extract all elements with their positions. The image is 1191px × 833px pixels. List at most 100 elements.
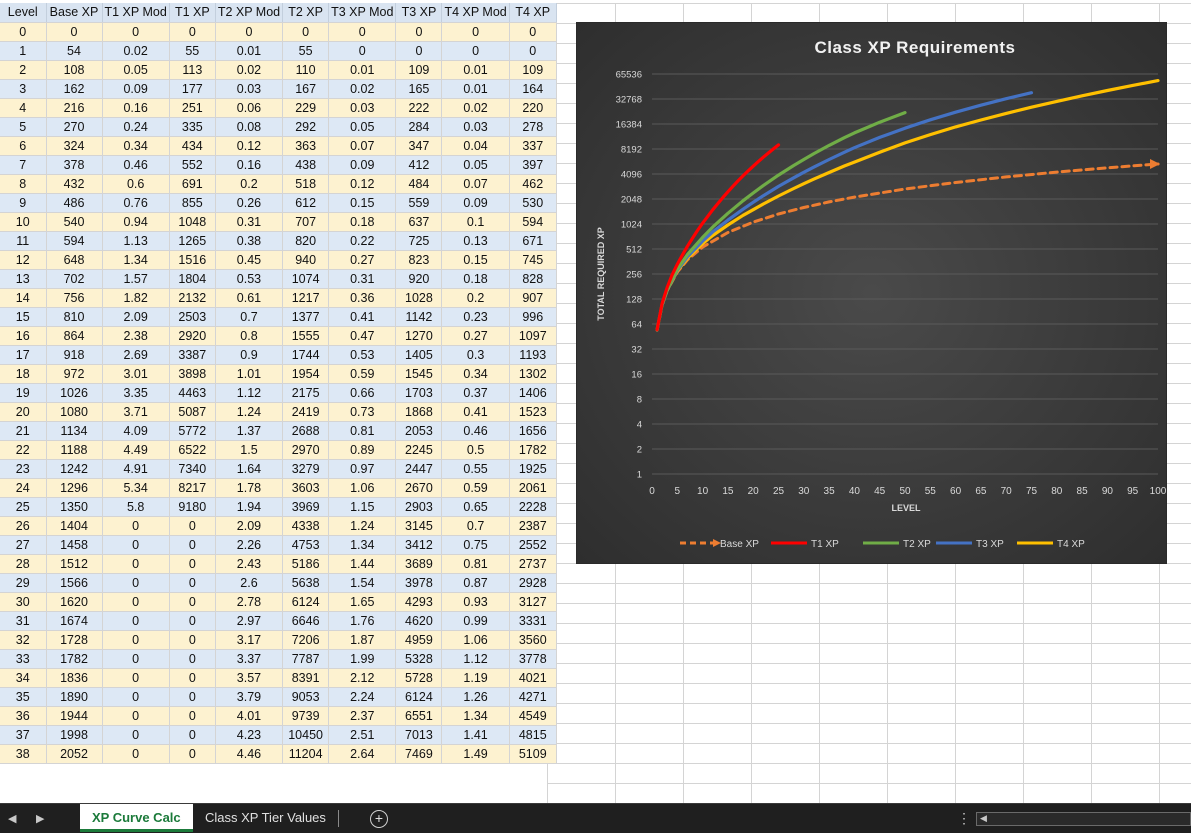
table-cell[interactable]: 855 [169,193,216,213]
table-cell[interactable]: 109 [395,60,443,80]
table-cell[interactable]: 412 [395,155,443,175]
table-cell[interactable]: 432 [46,174,103,194]
table-cell[interactable]: 55 [282,41,330,61]
table-cell[interactable]: 671 [509,231,557,251]
column-header[interactable]: T4 XP Mod [441,3,510,23]
table-cell[interactable]: 0.93 [441,592,510,612]
tab-class-xp-tier-values[interactable]: Class XP Tier Values [205,810,326,825]
table-cell[interactable]: 0.16 [102,98,170,118]
table-cell[interactable]: 0 [169,706,216,726]
table-cell[interactable]: 0.01 [328,60,397,80]
column-header[interactable]: T3 XP Mod [328,3,397,23]
table-cell[interactable]: 1.12 [215,383,284,403]
table-cell[interactable]: 434 [169,136,216,156]
table-cell[interactable]: 2228 [509,497,557,517]
table-cell[interactable]: 0.59 [328,364,397,384]
table-cell[interactable]: 0.1 [441,212,510,232]
table-cell[interactable]: 7206 [282,630,330,650]
column-header[interactable]: Level [0,3,47,23]
table-cell[interactable]: 2052 [46,744,103,764]
table-cell[interactable]: 0 [102,22,170,42]
table-cell[interactable]: 0.05 [441,155,510,175]
table-cell[interactable]: 165 [395,79,443,99]
table-cell[interactable]: 484 [395,174,443,194]
table-cell[interactable]: 177 [169,79,216,99]
table-cell[interactable]: 0 [0,22,47,42]
table-cell[interactable]: 1656 [509,421,557,441]
table-cell[interactable]: 1080 [46,402,103,422]
table-cell[interactable]: 1.65 [328,592,397,612]
table-cell[interactable]: 0 [102,744,170,764]
table-cell[interactable]: 0.09 [102,79,170,99]
table-cell[interactable]: 270 [46,117,103,137]
table-cell[interactable]: 0.06 [215,98,284,118]
table-cell[interactable]: 1.78 [215,478,284,498]
table-cell[interactable]: 594 [46,231,103,251]
table-cell[interactable]: 637 [395,212,443,232]
table-cell[interactable]: 0 [169,573,216,593]
table-cell[interactable]: 2447 [395,459,443,479]
table-cell[interactable]: 167 [282,79,330,99]
table-cell[interactable]: 0.99 [441,611,510,631]
table-cell[interactable]: 5638 [282,573,330,593]
table-cell[interactable]: 0.53 [215,269,284,289]
table-cell[interactable]: 0.81 [328,421,397,441]
table-cell[interactable]: 0.05 [102,60,170,80]
table-cell[interactable]: 4753 [282,535,330,555]
table-cell[interactable]: 1.82 [102,288,170,308]
table-cell[interactable]: 1782 [509,440,557,460]
spreadsheet-area[interactable]: Level Base XP T1 XP Mod T1 XP T2 XP Mod T2 XP… [0,0,1191,803]
table-cell[interactable]: 2970 [282,440,330,460]
table-cell[interactable]: 0 [509,22,557,42]
table-cell[interactable]: 1270 [395,326,443,346]
table-cell[interactable]: 0.7 [441,516,510,536]
table-cell[interactable]: 6646 [282,611,330,631]
table-cell[interactable]: 0.26 [215,193,284,213]
table-cell[interactable]: 1242 [46,459,103,479]
table-cell[interactable]: 284 [395,117,443,137]
table-cell[interactable]: 0 [395,41,443,61]
table-cell[interactable]: 7469 [395,744,443,764]
table-cell[interactable]: 0 [46,22,103,42]
table-cell[interactable]: 2.64 [328,744,397,764]
table-cell[interactable]: 0.15 [328,193,397,213]
table-cell[interactable]: 3.37 [215,649,284,669]
table-cell[interactable]: 33 [0,649,47,669]
table-cell[interactable]: 2.09 [102,307,170,327]
table-cell[interactable]: 1026 [46,383,103,403]
table-cell[interactable]: 0.07 [441,174,510,194]
table-cell[interactable]: 34 [0,668,47,688]
table-cell[interactable]: 1.41 [441,725,510,745]
table-cell[interactable]: 0 [169,630,216,650]
column-header[interactable]: T3 XP [395,3,443,23]
table-cell[interactable]: 0.07 [328,136,397,156]
table-cell[interactable]: 110 [282,60,330,80]
table-cell[interactable]: 1868 [395,402,443,422]
table-cell[interactable]: 0 [169,22,216,42]
table-cell[interactable]: 9 [0,193,47,213]
table-cell[interactable]: 4.46 [215,744,284,764]
table-cell[interactable]: 864 [46,326,103,346]
xp-chart[interactable]: Class XP Requirements 1 2 4 8 16 32 64 128 256 512… [577,23,1166,563]
table-cell[interactable]: 0.34 [102,136,170,156]
table-cell[interactable]: 3.17 [215,630,284,650]
table-cell[interactable]: 1.49 [441,744,510,764]
table-cell[interactable]: 108 [46,60,103,80]
table-cell[interactable]: 0.5 [441,440,510,460]
table-cell[interactable]: 0.46 [441,421,510,441]
table-cell[interactable]: 0.01 [441,60,510,80]
table-cell[interactable]: 0.8 [215,326,284,346]
table-cell[interactable]: 0.03 [441,117,510,137]
table-cell[interactable]: 0 [169,592,216,612]
table-cell[interactable]: 10450 [282,725,330,745]
table-cell[interactable]: 2.51 [328,725,397,745]
table-cell[interactable]: 0.02 [102,41,170,61]
table-cell[interactable]: 0.61 [215,288,284,308]
table-cell[interactable]: 0.37 [441,383,510,403]
table-cell[interactable]: 828 [509,269,557,289]
table-cell[interactable]: 0 [102,516,170,536]
table-cell[interactable]: 292 [282,117,330,137]
table-cell[interactable]: 1405 [395,345,443,365]
table-cell[interactable]: 2.78 [215,592,284,612]
table-cell[interactable]: 3778 [509,649,557,669]
